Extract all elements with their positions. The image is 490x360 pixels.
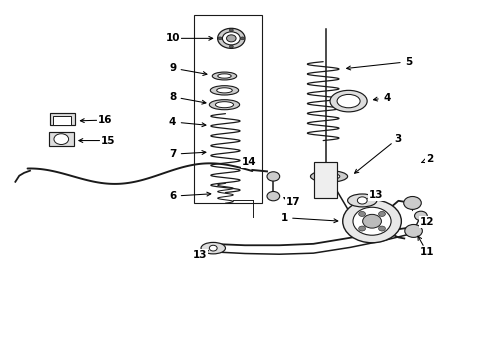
Circle shape	[379, 226, 386, 231]
Text: 12: 12	[419, 217, 434, 227]
Ellipse shape	[201, 242, 225, 254]
Circle shape	[404, 197, 421, 210]
Ellipse shape	[311, 171, 347, 182]
Circle shape	[359, 211, 366, 216]
Circle shape	[209, 245, 217, 251]
Text: 6: 6	[169, 191, 176, 201]
Text: 11: 11	[419, 247, 434, 257]
Circle shape	[54, 134, 69, 144]
Text: 13: 13	[193, 249, 207, 260]
Circle shape	[241, 37, 245, 40]
Text: 8: 8	[169, 92, 176, 102]
Text: 4: 4	[383, 93, 391, 103]
Circle shape	[229, 45, 233, 48]
Text: 14: 14	[242, 157, 256, 167]
Text: 13: 13	[368, 190, 383, 200]
Ellipse shape	[318, 173, 340, 180]
Ellipse shape	[347, 194, 377, 207]
Bar	[49, 132, 74, 146]
Bar	[314, 162, 337, 198]
Circle shape	[267, 172, 280, 181]
Ellipse shape	[330, 90, 367, 112]
Bar	[49, 113, 75, 126]
Text: 3: 3	[394, 134, 401, 144]
Circle shape	[343, 200, 401, 243]
Text: 1: 1	[280, 213, 288, 222]
Ellipse shape	[222, 32, 240, 45]
Ellipse shape	[218, 74, 231, 78]
Circle shape	[353, 207, 391, 235]
Circle shape	[359, 226, 366, 231]
Text: 10: 10	[166, 33, 180, 43]
Bar	[194, 15, 262, 203]
Text: 2: 2	[426, 154, 433, 164]
Text: 17: 17	[286, 197, 300, 207]
Ellipse shape	[212, 72, 237, 80]
Circle shape	[267, 192, 280, 201]
Circle shape	[415, 211, 427, 221]
Text: 15: 15	[101, 136, 116, 145]
Bar	[53, 116, 71, 126]
Circle shape	[357, 197, 367, 204]
Text: 7: 7	[169, 149, 176, 159]
Ellipse shape	[226, 35, 236, 42]
Circle shape	[229, 29, 233, 32]
Circle shape	[405, 225, 422, 237]
Text: 9: 9	[169, 63, 176, 73]
Circle shape	[379, 211, 386, 216]
Text: 4: 4	[169, 117, 176, 127]
Ellipse shape	[337, 94, 360, 108]
Ellipse shape	[209, 100, 240, 110]
Ellipse shape	[218, 28, 245, 48]
Text: 16: 16	[98, 115, 113, 125]
Ellipse shape	[210, 86, 239, 95]
Ellipse shape	[216, 102, 234, 108]
Circle shape	[363, 214, 381, 228]
Text: 5: 5	[405, 57, 412, 67]
Circle shape	[218, 37, 222, 40]
Ellipse shape	[217, 88, 232, 93]
